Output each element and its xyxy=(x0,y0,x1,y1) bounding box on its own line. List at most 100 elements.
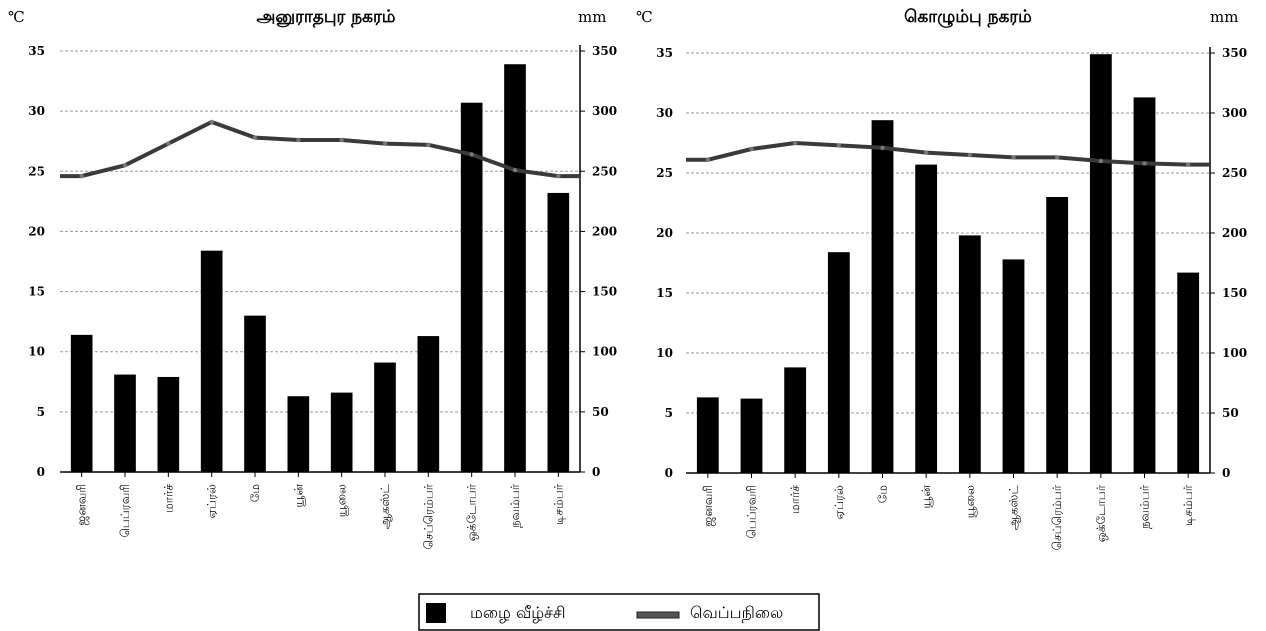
rainfall-bar xyxy=(741,399,763,473)
rainfall-bar xyxy=(331,393,353,472)
rainfall-bar xyxy=(784,367,806,473)
rainfall-bar xyxy=(504,64,526,472)
rainfall-bar xyxy=(828,252,850,473)
temperature-point xyxy=(79,174,83,178)
temperature-point xyxy=(880,146,884,150)
rainfall-bar xyxy=(1046,197,1068,473)
month-label: யூலை xyxy=(335,484,349,517)
rainfall-bar xyxy=(1090,54,1112,473)
temperature-point xyxy=(383,141,387,145)
month-label: நவம்பர் xyxy=(1138,484,1152,529)
rainfall-bar xyxy=(374,363,396,472)
month-label: ஒக்டோபர் xyxy=(1094,484,1108,542)
temperature-point xyxy=(924,150,928,154)
right-tick-label: 300 xyxy=(592,104,617,118)
left-tick-label: 10 xyxy=(656,346,673,360)
rainfall-bar xyxy=(1134,97,1156,473)
left-axis-unit: ℃ xyxy=(636,8,653,26)
right-tick-label: 100 xyxy=(592,345,617,359)
month-label: மார்ச் xyxy=(161,484,175,513)
left-tick-label: 0 xyxy=(665,466,673,480)
temperature-point xyxy=(296,138,300,142)
temperature-point xyxy=(556,174,560,178)
right-axis-unit: mm xyxy=(578,8,606,26)
right-tick-label: 250 xyxy=(592,164,617,178)
temperature-point xyxy=(469,152,473,156)
temperature-series xyxy=(60,120,580,179)
right-tick-label: 200 xyxy=(592,224,617,238)
temperature-point xyxy=(209,120,213,124)
left-tick-label: 20 xyxy=(656,226,673,240)
month-label: ஒக்டோபர் xyxy=(465,483,479,541)
right-tick-label: 50 xyxy=(1222,406,1239,420)
gridlines xyxy=(686,53,1210,413)
legend-line-swatch xyxy=(637,612,679,618)
month-label: யூன் xyxy=(919,485,933,509)
month-label: மார்ச் xyxy=(788,485,802,514)
temperature-point xyxy=(339,138,343,142)
legend: மழை வீழ்ச்சி வெப்பநிலை xyxy=(419,594,819,630)
rainfall-bar xyxy=(1177,273,1199,473)
temperature-point xyxy=(253,135,257,139)
month-label: செப்ரெம்பர் xyxy=(421,483,435,549)
left-tick-label: 5 xyxy=(665,406,673,420)
right-tick-label: 150 xyxy=(1222,286,1247,300)
month-label: நவம்பர் xyxy=(508,483,522,528)
temperature-point xyxy=(1099,159,1103,163)
left-tick-label: 35 xyxy=(28,44,45,58)
month-label: ஆகஸ்ட் xyxy=(378,484,392,530)
month-label: ஆகஸ்ட் xyxy=(1007,485,1021,531)
left-tick-label: 25 xyxy=(28,164,45,178)
temperature-point xyxy=(123,163,127,167)
rainfall-bar xyxy=(244,316,266,472)
temperature-point xyxy=(706,158,710,162)
rainfall-bar xyxy=(959,235,981,473)
left-tick-label: 20 xyxy=(28,224,45,238)
month-label: ஏப்ரல் xyxy=(832,485,846,519)
temperature-point xyxy=(749,147,753,151)
temperature-point xyxy=(968,153,972,157)
temperature-point xyxy=(793,141,797,145)
right-tick-label: 0 xyxy=(1222,466,1230,480)
temperature-point xyxy=(1011,155,1015,159)
month-label: மே xyxy=(876,485,890,503)
chart-panel-1: அனுராதபுர நகரம்℃ mm0510152025303505010015… xyxy=(8,7,617,549)
right-tick-label: 200 xyxy=(1222,226,1247,240)
month-label: டிசம்பர் xyxy=(551,483,565,525)
rainfall-bar xyxy=(548,193,570,472)
gridlines xyxy=(60,51,580,412)
chart-title: கொழும்பு நகரம் xyxy=(904,7,1032,28)
rainfall-bar xyxy=(915,165,937,473)
temperature-point xyxy=(1186,162,1190,166)
month-label: பெப்ரவரி xyxy=(745,485,759,539)
month-label: ஜனவரி xyxy=(701,485,716,527)
rainfall-bar xyxy=(288,396,310,472)
chart-panel-2: கொழும்பு நகரம்℃ mm05101520253035050100150… xyxy=(636,7,1247,550)
left-tick-label: 5 xyxy=(37,405,45,419)
left-tick-label: 15 xyxy=(656,286,673,300)
right-tick-label: 50 xyxy=(592,405,609,419)
rainfall-bar xyxy=(418,336,440,472)
temperature-point xyxy=(1055,155,1059,159)
rainfall-bars xyxy=(71,64,569,472)
temperature-line xyxy=(60,122,580,176)
legend-label-temperature: வெப்பநிலை xyxy=(690,603,783,622)
right-tick-label: 350 xyxy=(1222,46,1247,60)
temperature-point xyxy=(166,141,170,145)
rainfall-bar xyxy=(158,377,180,472)
month-label: யூலை xyxy=(963,485,977,518)
month-label: பெப்ரவரி xyxy=(118,484,132,538)
left-tick-label: 25 xyxy=(656,166,673,180)
temperature-line xyxy=(686,143,1210,165)
rainfall-bar xyxy=(1003,259,1025,473)
right-tick-label: 100 xyxy=(1222,346,1247,360)
temperature-point xyxy=(837,143,841,147)
left-tick-label: 30 xyxy=(656,106,673,120)
left-tick-label: 0 xyxy=(37,465,45,479)
month-label: செப்ரெம்பர் xyxy=(1050,484,1064,550)
month-label: ஜனவரி xyxy=(75,484,90,526)
temperature-point xyxy=(1142,161,1146,165)
legend-bar-swatch xyxy=(426,603,446,623)
right-tick-label: 300 xyxy=(1222,106,1247,120)
temperature-point xyxy=(426,143,430,147)
